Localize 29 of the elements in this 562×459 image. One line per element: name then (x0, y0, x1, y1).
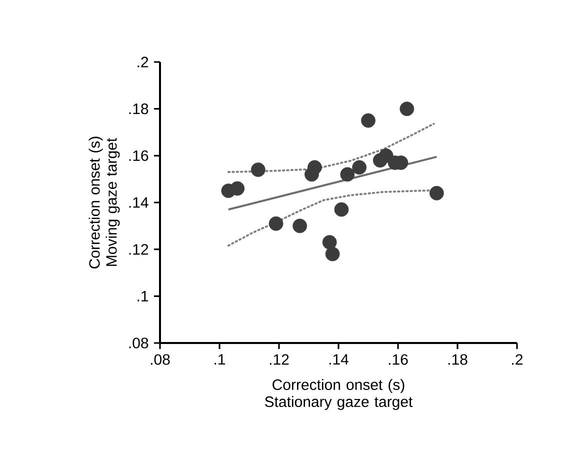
point (250, 162, 266, 177)
x-tick-label: .2 (512, 354, 523, 365)
point (322, 235, 337, 250)
x-tick-label: .18 (448, 354, 468, 365)
point (361, 113, 376, 128)
y-tick-label: .08 (129, 338, 148, 348)
y-tick-label: .16 (129, 150, 148, 161)
point (352, 160, 367, 175)
x-axis-title: Correction onset (s) Stationary gaze target (264, 379, 413, 410)
point (268, 216, 284, 231)
point (230, 181, 245, 196)
point (325, 246, 340, 262)
x-tick-label: .1 (214, 354, 226, 365)
x-tick-label: .14 (329, 354, 348, 365)
y-tick-label: .2 (138, 56, 148, 68)
y-axis-title: Correction onset (s) Moving gaze target (88, 136, 120, 268)
x-tick-label: .16 (388, 354, 408, 365)
point (292, 218, 308, 234)
x-tick-label: .08 (150, 354, 170, 365)
y-tick-label: .14 (129, 197, 148, 208)
x-tick-label: .12 (270, 354, 289, 365)
y-tick-label: .18 (129, 104, 148, 114)
point (429, 186, 444, 200)
y-tick-label: .12 (129, 244, 148, 255)
point (340, 167, 355, 182)
y-tick-label: .1 (138, 291, 148, 302)
point (400, 102, 414, 116)
point (334, 202, 349, 217)
point (308, 160, 322, 175)
